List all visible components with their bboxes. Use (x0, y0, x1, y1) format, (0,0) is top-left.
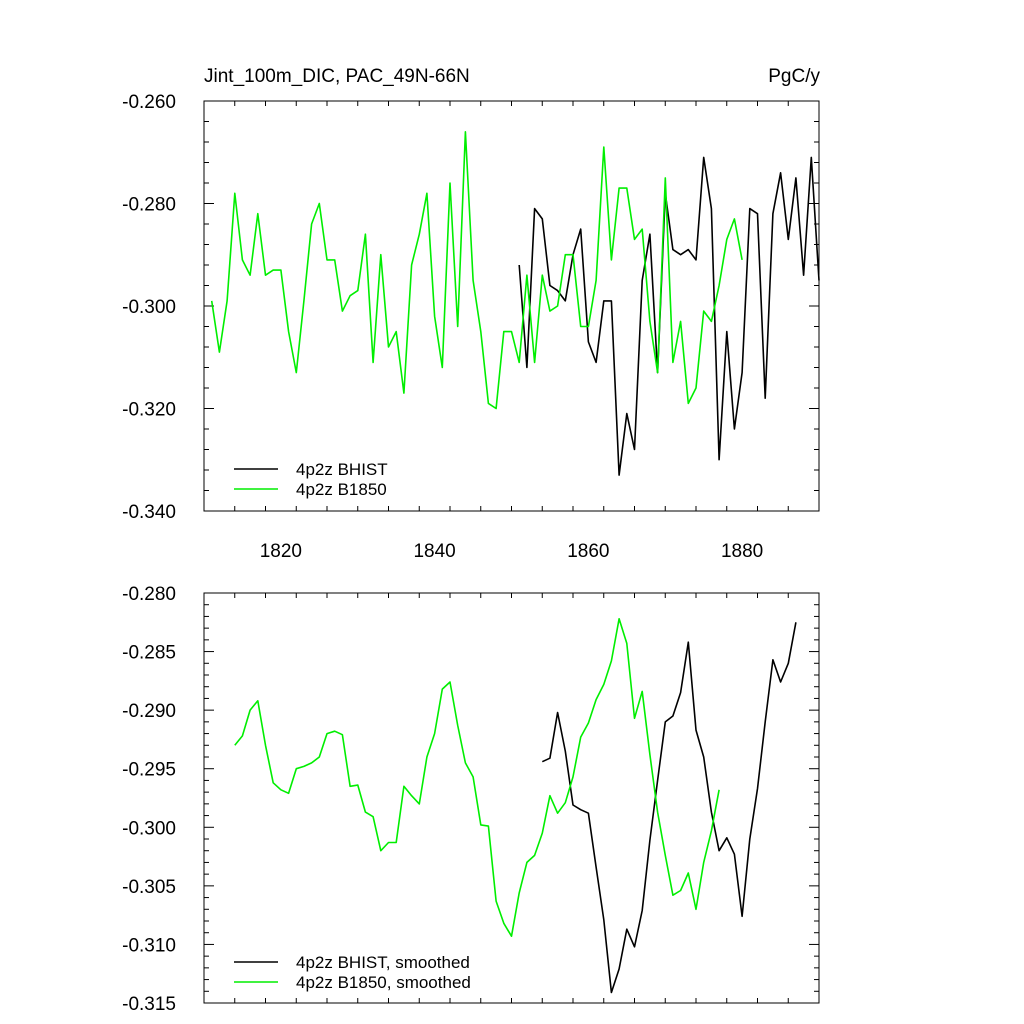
bottom-plot-frame (203, 592, 820, 1004)
y-tick-label: -0.280 (122, 195, 176, 216)
y-tick-label: -0.260 (122, 92, 176, 113)
legend-label-bhist: 4p2z BHIST (296, 460, 388, 479)
y-tick-label: -0.315 (122, 994, 176, 1015)
y-tick-label: -0.300 (122, 297, 176, 318)
legend-label-b1850: 4p2z B1850, smoothed (296, 973, 471, 992)
series-line-bhist (518, 156, 820, 476)
y-tick-label: -0.295 (122, 760, 176, 781)
y-tick-label: -0.320 (122, 400, 176, 421)
x-tick-label: 1820 (260, 541, 302, 562)
series-line-b1850 (210, 131, 743, 410)
x-tick-label: 1860 (567, 541, 609, 562)
bottom-series-layer (234, 617, 797, 994)
bottom-panel: -0.280 -0.285 -0.290 -0.295 -0.300 -0.305 -0.3… (122, 584, 820, 1015)
top-plot-frame (203, 100, 820, 512)
bottom-axis-ticks: -0.280 -0.285 -0.290 -0.295 -0.300 -0.305 -0.3… (122, 584, 820, 1015)
series-line-bhist (541, 622, 797, 994)
top-panel: Jint_100m_DIC, PAC_49N-66N PgC/y 1820 184… (122, 66, 820, 562)
x-tick-label: 1840 (413, 541, 455, 562)
series-line-b1850 (234, 617, 720, 938)
top-axis-ticks: 1820 1840 1860 1880 -0.260 -0.280 -0.300 -0.320… (122, 92, 820, 562)
y-tick-label: -0.290 (122, 701, 176, 722)
x-tick-label: 1880 (721, 541, 763, 562)
top-series-layer (210, 131, 820, 476)
y-tick-label: -0.280 (122, 584, 176, 605)
y-tick-label: -0.300 (122, 818, 176, 839)
y-tick-label: -0.305 (122, 877, 176, 898)
y-tick-label: -0.340 (122, 502, 176, 523)
legend-label-b1850: 4p2z B1850 (296, 480, 387, 499)
legend-label-bhist: 4p2z BHIST, smoothed (296, 953, 470, 972)
y-tick-label: -0.285 (122, 643, 176, 664)
chart-title: Jint_100m_DIC, PAC_49N-66N (204, 66, 470, 87)
y-tick-label: -0.310 (122, 935, 176, 956)
units-label: PgC/y (768, 66, 820, 87)
